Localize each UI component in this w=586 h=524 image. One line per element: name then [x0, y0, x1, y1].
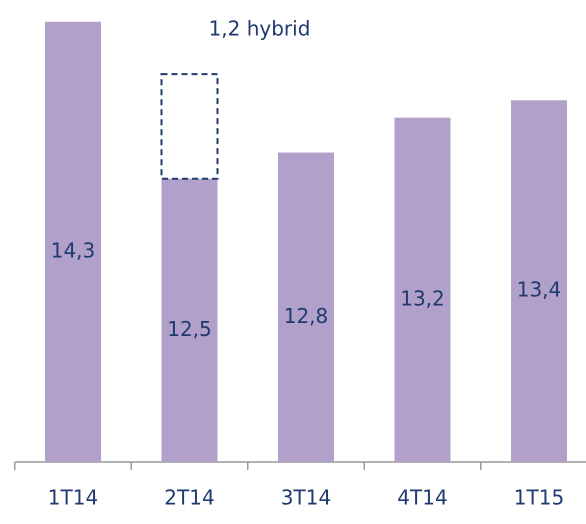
value-label: 13,4 [517, 278, 562, 302]
value-label: 14,3 [51, 238, 96, 262]
bar [45, 21, 101, 463]
bar [511, 100, 567, 462]
hybrid-segment [160, 73, 219, 180]
hybrid-annotation: 1,2 hybrid [209, 17, 311, 41]
x-tick-label: 1T14 [48, 486, 98, 510]
bar [394, 117, 451, 462]
x-tick-label: 4T14 [397, 486, 447, 510]
value-label: 12,8 [284, 304, 329, 328]
value-label: 13,2 [400, 286, 445, 310]
bar [278, 152, 334, 462]
value-label: 12,5 [167, 317, 212, 341]
bar [161, 178, 218, 462]
x-tick-label: 3T14 [281, 486, 331, 510]
x-tick-label: 2T14 [164, 486, 214, 510]
x-tick-label: 1T15 [514, 486, 564, 510]
